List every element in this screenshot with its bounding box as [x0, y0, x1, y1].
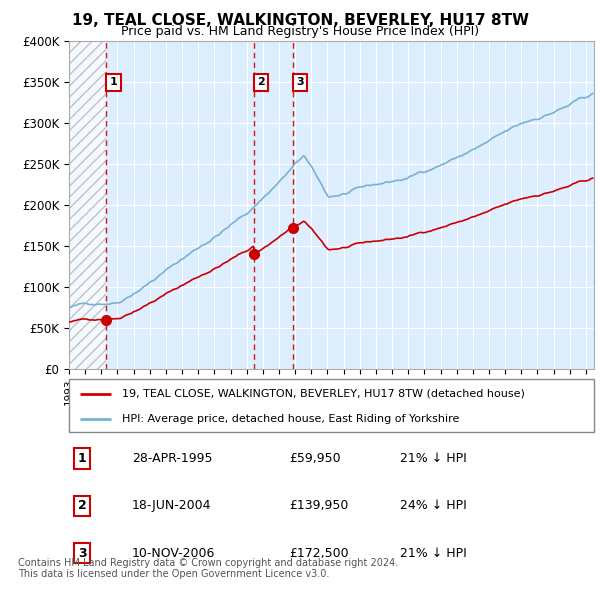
Text: 3: 3	[78, 546, 86, 560]
Text: 2: 2	[257, 77, 265, 87]
Text: £139,950: £139,950	[290, 499, 349, 513]
Text: £59,950: £59,950	[290, 452, 341, 466]
Text: 24% ↓ HPI: 24% ↓ HPI	[400, 499, 467, 513]
Text: 1: 1	[110, 77, 118, 87]
Text: 28-APR-1995: 28-APR-1995	[132, 452, 212, 466]
Text: 19, TEAL CLOSE, WALKINGTON, BEVERLEY, HU17 8TW: 19, TEAL CLOSE, WALKINGTON, BEVERLEY, HU…	[71, 13, 529, 28]
Bar	[69, 41, 106, 369]
Text: 10-NOV-2006: 10-NOV-2006	[132, 546, 215, 560]
Text: 18-JUN-2004: 18-JUN-2004	[132, 499, 212, 513]
Text: 21% ↓ HPI: 21% ↓ HPI	[400, 546, 467, 560]
Text: 2: 2	[78, 499, 86, 513]
Text: HPI: Average price, detached house, East Riding of Yorkshire: HPI: Average price, detached house, East…	[121, 414, 459, 424]
Text: £172,500: £172,500	[290, 546, 349, 560]
Text: 1: 1	[78, 452, 86, 466]
Text: 19, TEAL CLOSE, WALKINGTON, BEVERLEY, HU17 8TW (detached house): 19, TEAL CLOSE, WALKINGTON, BEVERLEY, HU…	[121, 389, 524, 399]
Text: 3: 3	[296, 77, 304, 87]
Text: Price paid vs. HM Land Registry's House Price Index (HPI): Price paid vs. HM Land Registry's House …	[121, 25, 479, 38]
Text: Contains HM Land Registry data © Crown copyright and database right 2024.
This d: Contains HM Land Registry data © Crown c…	[18, 558, 398, 579]
Text: 21% ↓ HPI: 21% ↓ HPI	[400, 452, 467, 466]
